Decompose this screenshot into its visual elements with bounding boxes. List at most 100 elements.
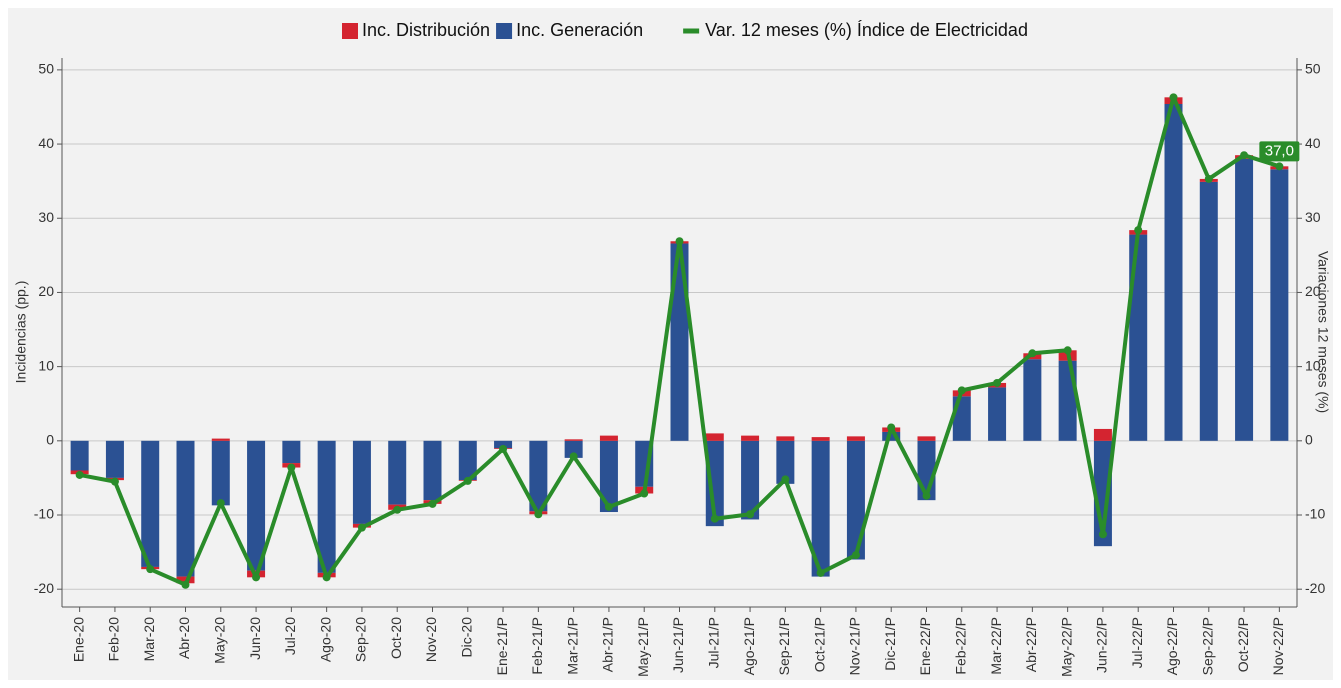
bar bbox=[211, 440, 230, 506]
x-tick-label: Nov-20 bbox=[423, 617, 439, 662]
bar bbox=[458, 440, 477, 481]
legend-swatch bbox=[342, 23, 358, 39]
y2-tick-label: 20 bbox=[1305, 283, 1321, 299]
x-tick-label: May-21/P bbox=[635, 617, 651, 677]
bar bbox=[599, 440, 618, 513]
x-tick-label: Jul-22/P bbox=[1129, 617, 1145, 668]
x-tick-label: Dic-21/P bbox=[882, 617, 898, 671]
line-point bbox=[216, 499, 225, 508]
y-tick-label: 0 bbox=[46, 432, 54, 448]
bar bbox=[176, 440, 195, 577]
x-tick-label: Sep-22/P bbox=[1199, 617, 1215, 675]
line-point bbox=[640, 489, 649, 498]
bar bbox=[811, 437, 830, 441]
line-point bbox=[146, 565, 155, 574]
line-point bbox=[957, 386, 966, 395]
bar bbox=[317, 440, 336, 573]
y2-tick-label: 30 bbox=[1305, 209, 1321, 225]
bar bbox=[1129, 234, 1148, 441]
y-tick-label: -10 bbox=[34, 506, 54, 522]
x-tick-label: Ago-22/P bbox=[1164, 617, 1180, 675]
y2-tick-label: 0 bbox=[1305, 432, 1313, 448]
line-point bbox=[463, 476, 472, 485]
x-tick-label: Jun-21/P bbox=[670, 617, 686, 673]
bar bbox=[599, 435, 618, 441]
bar bbox=[705, 433, 724, 441]
x-tick-label: Ago-21/P bbox=[741, 617, 757, 675]
bar bbox=[776, 440, 795, 484]
x-tick-label: Feb-20 bbox=[106, 617, 122, 662]
line-point bbox=[816, 568, 825, 577]
bar bbox=[1023, 359, 1042, 441]
line-point bbox=[181, 580, 190, 589]
line-point bbox=[746, 510, 755, 519]
bar bbox=[1235, 158, 1254, 441]
legend-label: Var. 12 meses (%) Índice de Electricidad bbox=[705, 20, 1028, 40]
bar bbox=[352, 440, 371, 524]
y2-tick-label: -20 bbox=[1305, 580, 1325, 596]
bar bbox=[1199, 181, 1218, 441]
legend-label: Inc. Generación bbox=[516, 20, 643, 40]
bar bbox=[494, 440, 513, 449]
y2-tick-label: 50 bbox=[1305, 61, 1321, 77]
bar bbox=[388, 440, 407, 505]
x-tick-label: May-22/P bbox=[1058, 617, 1074, 677]
line-point bbox=[1169, 93, 1178, 102]
line-point bbox=[357, 523, 366, 532]
y-tick-label: 30 bbox=[38, 209, 54, 225]
line-point bbox=[922, 491, 931, 500]
x-tick-label: Sep-21/P bbox=[776, 617, 792, 675]
y2-tick-label: -10 bbox=[1305, 506, 1325, 522]
line-point bbox=[534, 510, 543, 519]
value-label: 37,0 bbox=[1265, 142, 1294, 159]
x-tick-label: Feb-21/P bbox=[529, 617, 545, 675]
bar bbox=[529, 440, 548, 512]
x-tick-label: Ene-20 bbox=[70, 617, 86, 662]
y-tick-label: 40 bbox=[38, 135, 54, 151]
line-point bbox=[781, 475, 790, 484]
legend-swatch bbox=[496, 23, 513, 39]
bar bbox=[705, 440, 724, 527]
x-tick-label: Mar-22/P bbox=[988, 617, 1004, 675]
x-tick-label: Abr-22/P bbox=[1023, 617, 1039, 672]
bar bbox=[1164, 103, 1183, 441]
y-tick-label: -20 bbox=[34, 580, 54, 596]
x-tick-label: Oct-22/P bbox=[1235, 617, 1251, 672]
bar bbox=[811, 440, 830, 577]
x-tick-label: Ene-21/P bbox=[494, 617, 510, 675]
line-point bbox=[1240, 151, 1249, 160]
x-tick-label: Abr-21/P bbox=[600, 617, 616, 672]
x-tick-label: Dic-20 bbox=[458, 617, 474, 658]
legend-label: Inc. Distribución bbox=[362, 20, 490, 40]
line-point bbox=[710, 514, 719, 523]
line-point bbox=[569, 452, 578, 461]
x-tick-label: Jun-22/P bbox=[1094, 617, 1110, 673]
line-point bbox=[993, 378, 1002, 387]
bar bbox=[776, 436, 795, 441]
bar bbox=[1270, 169, 1289, 441]
x-tick-label: Oct-21/P bbox=[811, 617, 827, 672]
x-tick-label: Sep-20 bbox=[353, 617, 369, 662]
bar bbox=[211, 438, 230, 441]
bar bbox=[423, 440, 442, 501]
line-point bbox=[1134, 226, 1143, 235]
x-tick-label: Jul-21/P bbox=[705, 617, 721, 668]
bar bbox=[882, 431, 901, 441]
x-tick-label: Nov-22/P bbox=[1270, 617, 1286, 675]
x-tick-label: Mar-20 bbox=[141, 617, 157, 662]
y-axis-label: Incidencias (pp.) bbox=[13, 281, 29, 384]
bar bbox=[741, 440, 760, 520]
line-point bbox=[887, 423, 896, 432]
bar bbox=[282, 440, 301, 464]
bar bbox=[564, 439, 583, 441]
x-tick-label: Oct-20 bbox=[388, 617, 404, 659]
bar bbox=[564, 440, 583, 458]
bar bbox=[105, 440, 124, 478]
y-tick-label: 10 bbox=[38, 357, 54, 373]
y2-tick-label: 40 bbox=[1305, 135, 1321, 151]
line-point bbox=[110, 477, 119, 486]
line-point bbox=[851, 551, 860, 560]
bar bbox=[670, 243, 689, 441]
y2-tick-label: 10 bbox=[1305, 357, 1321, 373]
